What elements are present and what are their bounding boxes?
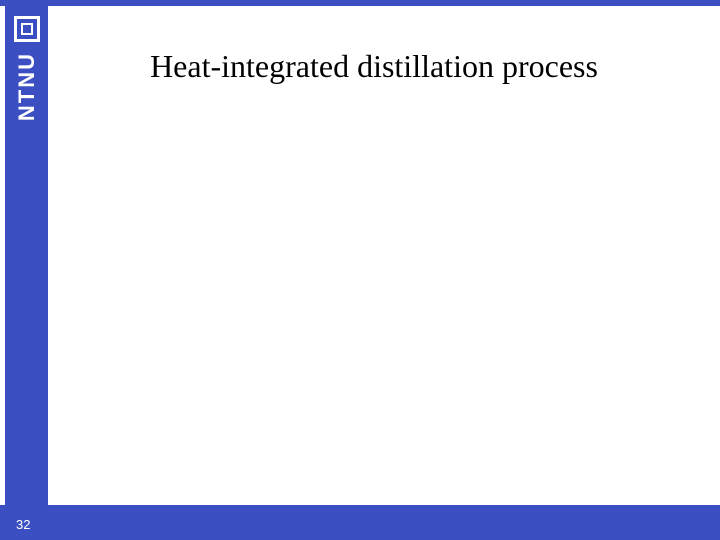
page-number: 32	[16, 517, 30, 532]
brand-name: NTNU	[16, 52, 38, 121]
content-area: Heat-integrated distillation process	[48, 6, 720, 505]
left-column: NTNU	[0, 6, 48, 505]
slide-title: Heat-integrated distillation process	[48, 48, 700, 85]
bottom-bar: 32	[0, 505, 720, 540]
slide: NTNU Heat-integrated distillation proces…	[0, 0, 720, 540]
brand-logo: NTNU	[5, 6, 48, 206]
ntnu-logo-icon	[14, 16, 40, 42]
